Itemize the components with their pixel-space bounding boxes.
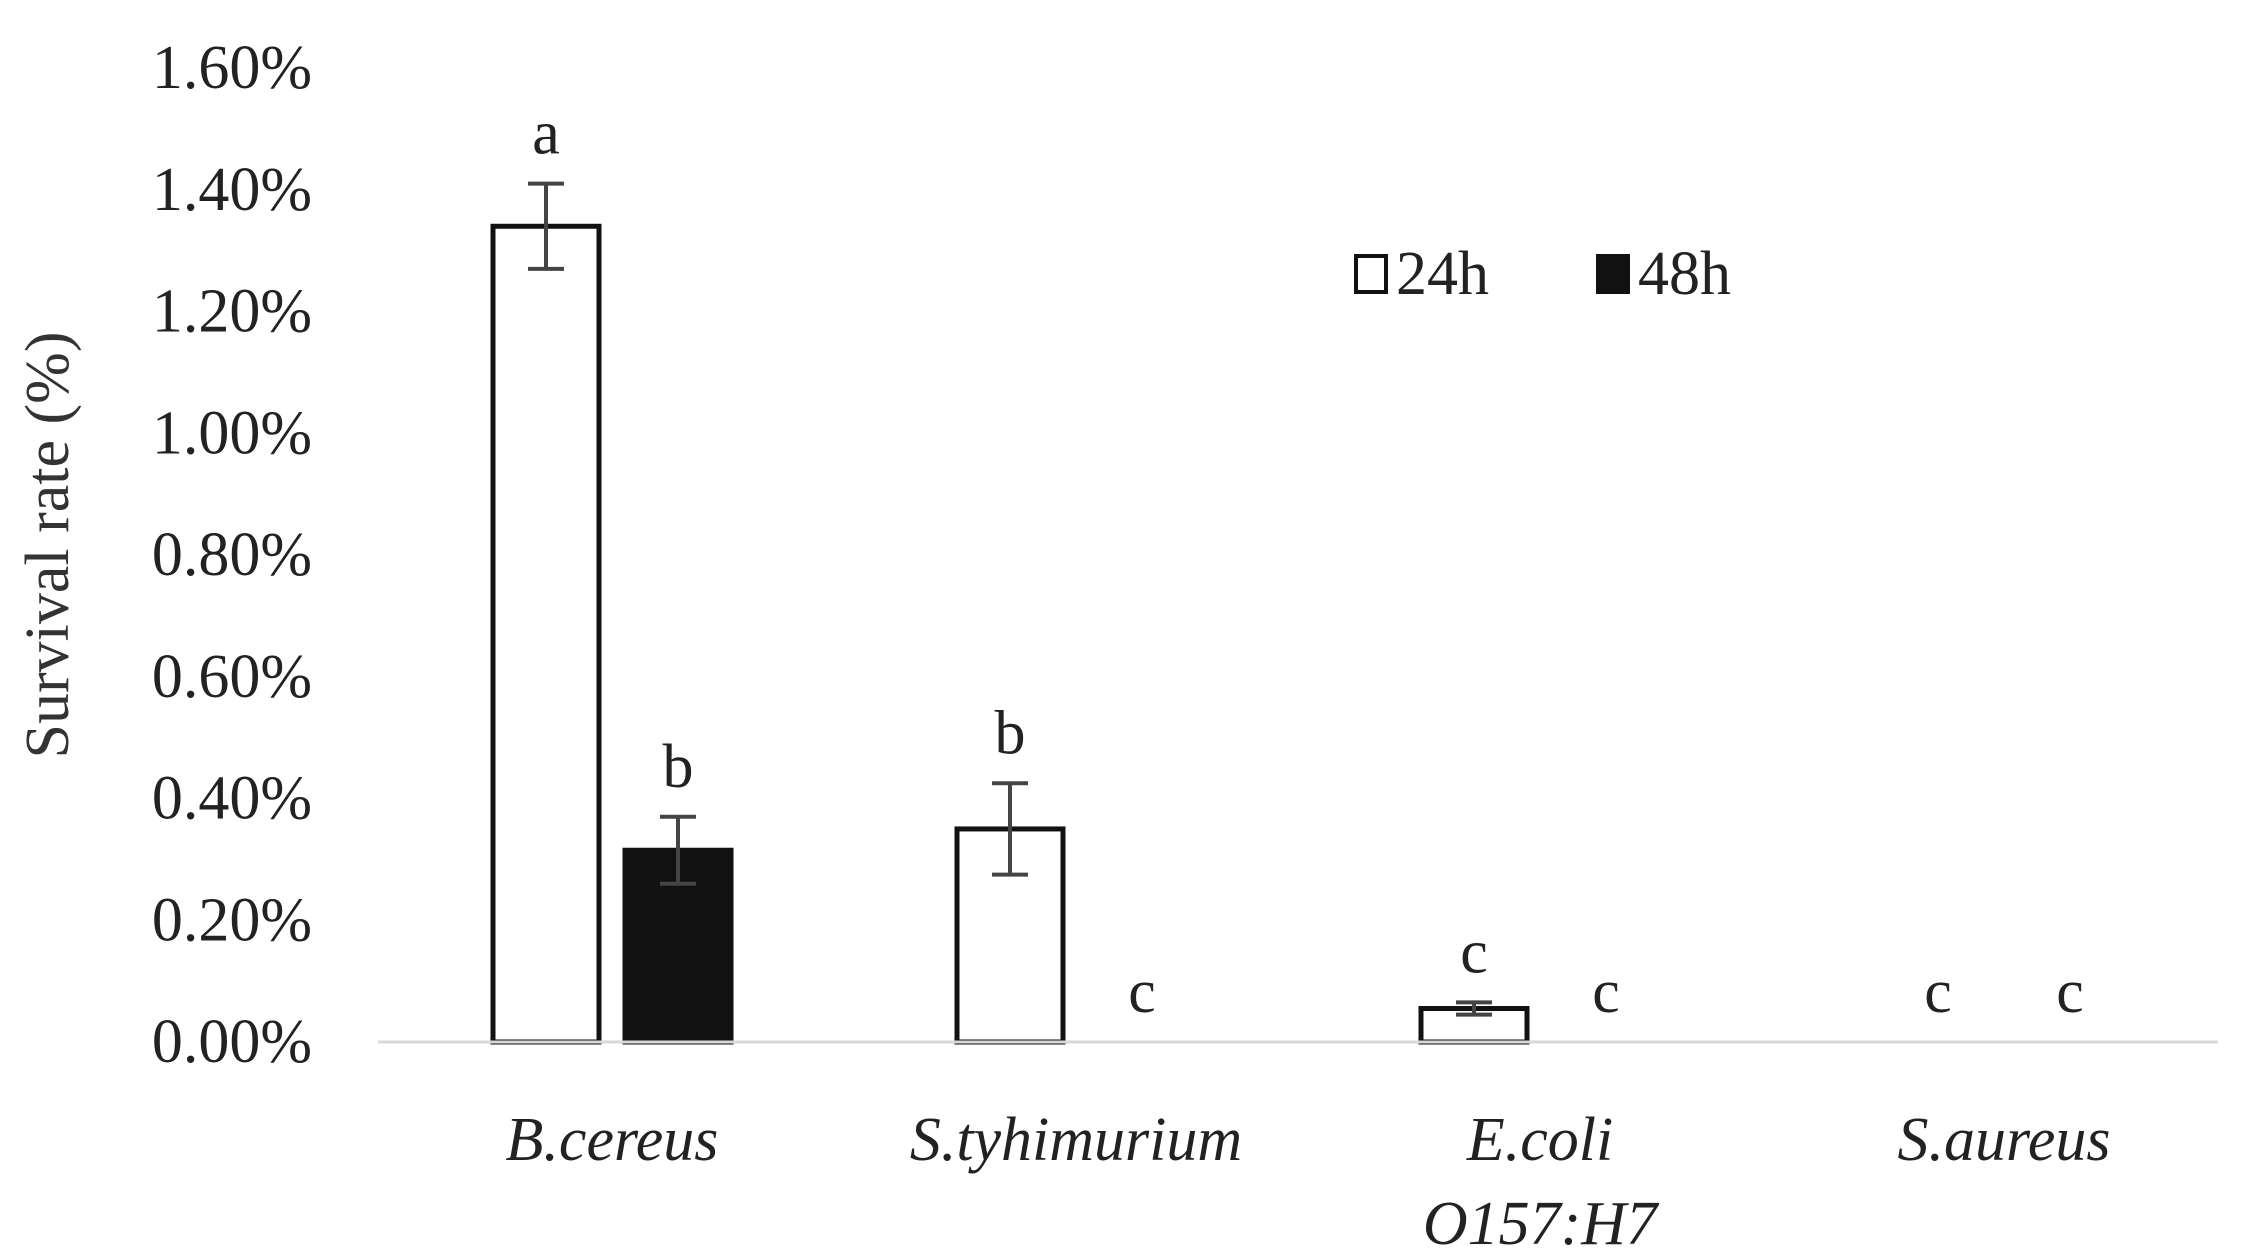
significance-label: b [663,733,694,801]
y-tick-label: 1.40% [152,156,312,224]
legend: 24h 48h [1354,240,1731,308]
error-bar [1456,1000,1492,1017]
legend-label: 24h [1396,240,1489,308]
legend-swatch [1354,254,1388,294]
category-label: B.cereus [506,1106,719,1174]
category-label: E.coli [1466,1106,1613,1174]
significance-label: c [2056,958,2084,1026]
error-bars [528,181,1492,1017]
y-tick-label: 0.80% [152,521,312,589]
significance-label: b [995,699,1026,767]
bar-24h-0 [490,223,602,1045]
significance-label: c [1460,918,1488,986]
category-label: O157:H7 [1423,1190,1660,1258]
significance-label: a [532,100,560,168]
y-tick-label: 0.40% [152,765,312,833]
legend-swatch [1596,254,1630,294]
y-tick-label: 0.00% [152,1008,312,1076]
legend-label: 48h [1638,240,1731,308]
y-tick-label: 0.60% [152,643,312,711]
category-label: S.aureus [1898,1106,2111,1174]
error-bar [528,181,564,271]
y-tick-label: 1.60% [152,34,312,102]
significance-label: c [1592,958,1620,1026]
y-tick-label: 0.20% [152,886,312,954]
significance-label: c [1128,958,1156,1026]
significance-labels: a b c c b c c c [532,100,2084,1026]
y-tick-label: 1.20% [152,278,312,346]
error-bar [660,814,696,886]
error-bar [992,781,1028,877]
category-labels: B.cereus S.tyhimurium E.coli O157:H7 S.aureu… [506,1106,2111,1258]
y-axis-title: Survival rate (%) [14,332,82,759]
y-tick-label: 1.00% [152,399,312,467]
bars [490,223,1530,1045]
significance-label: c [1924,958,1952,1026]
y-axis-ticks: 0.00% 0.20% 0.40% 0.60% 0.80% 1.00% 1.20% 1.40%… [152,34,312,1076]
category-label: S.tyhimurium [910,1106,1242,1174]
